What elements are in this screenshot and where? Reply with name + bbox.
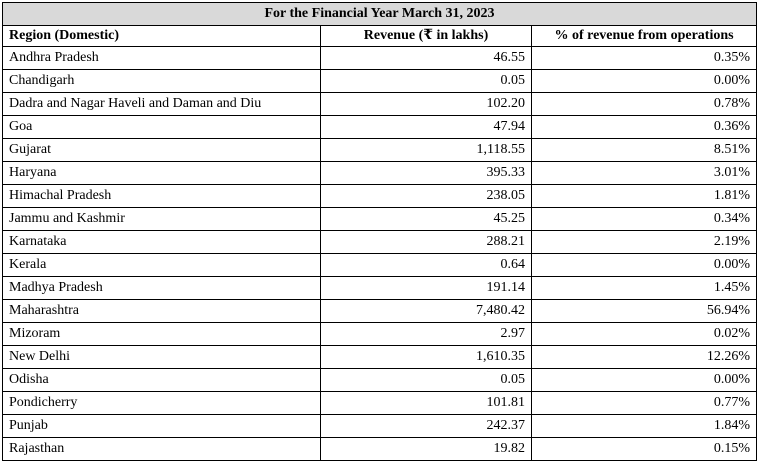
revenue-cell: 0.64 <box>320 253 532 277</box>
column-header-percent: % of revenue from operations <box>530 25 758 47</box>
region-cell: Dadra and Nagar Haveli and Daman and Diu <box>2 92 321 116</box>
table-row: Gujarat 1,118.55 8.51% <box>2 138 758 162</box>
region-cell: Pondicherry <box>2 391 321 415</box>
table-row: Maharashtra 7,480.42 56.94% <box>2 299 758 323</box>
revenue-cell: 46.55 <box>320 46 532 70</box>
table-row: Goa 47.94 0.36% <box>2 115 758 139</box>
percent-cell: 0.00% <box>530 69 758 93</box>
percent-cell: 56.94% <box>530 299 758 323</box>
percent-cell: 1.84% <box>530 414 758 438</box>
region-cell: Jammu and Kashmir <box>2 207 321 231</box>
table-row: Pondicherry 101.81 0.77% <box>2 391 758 415</box>
revenue-cell: 0.05 <box>320 368 532 392</box>
table-row: Jammu and Kashmir 45.25 0.34% <box>2 207 758 231</box>
revenue-cell: 19.82 <box>320 437 532 461</box>
revenue-cell: 2.97 <box>320 322 532 346</box>
percent-cell: 8.51% <box>530 138 758 162</box>
percent-cell: 0.34% <box>530 207 758 231</box>
table-caption-row: For the Financial Year March 31, 2023 <box>1 2 758 26</box>
region-cell: Rajasthan <box>2 437 321 461</box>
revenue-cell: 102.20 <box>320 92 532 116</box>
region-cell: Odisha <box>2 368 321 392</box>
region-cell: Chandigarh <box>2 69 321 93</box>
revenue-cell: 1,118.55 <box>320 138 532 162</box>
table-row: Haryana 395.33 3.01% <box>2 161 758 185</box>
percent-cell: 3.01% <box>530 161 758 185</box>
percent-cell: 1.45% <box>530 276 758 300</box>
percent-cell: 0.00% <box>530 368 758 392</box>
table-row: Madhya Pradesh 191.14 1.45% <box>2 276 758 300</box>
table-row: Himachal Pradesh 238.05 1.81% <box>2 184 758 208</box>
percent-cell: 0.02% <box>530 322 758 346</box>
region-cell: Haryana <box>2 161 321 185</box>
revenue-cell: 1,610.35 <box>320 345 532 369</box>
region-cell: Maharashtra <box>2 299 321 323</box>
percent-cell: 0.15% <box>530 437 758 461</box>
revenue-cell: 45.25 <box>320 207 532 231</box>
percent-cell: 0.35% <box>530 46 758 70</box>
table-row: Rajasthan 19.82 0.15% <box>2 437 758 461</box>
region-cell: Gujarat <box>2 138 321 162</box>
table-row: Dadra and Nagar Haveli and Daman and Diu… <box>2 92 758 116</box>
region-cell: Punjab <box>2 414 321 438</box>
revenue-cell: 47.94 <box>320 115 532 139</box>
region-cell: Goa <box>2 115 321 139</box>
revenue-cell: 191.14 <box>320 276 532 300</box>
region-cell: Mizoram <box>2 322 321 346</box>
table-row: Karnataka 288.21 2.19% <box>2 230 758 254</box>
region-cell: Karnataka <box>2 230 321 254</box>
region-cell: New Delhi <box>2 345 321 369</box>
table-row: Punjab 242.37 1.84% <box>2 414 758 438</box>
revenue-cell: 238.05 <box>320 184 532 208</box>
table-header-row: Region (Domestic) Revenue (₹ in lakhs) %… <box>2 25 758 47</box>
revenue-cell: 101.81 <box>320 391 532 415</box>
percent-cell: 1.81% <box>530 184 758 208</box>
revenue-cell: 0.05 <box>320 69 532 93</box>
region-cell: Madhya Pradesh <box>2 276 321 300</box>
table-row: Mizoram 2.97 0.02% <box>2 322 758 346</box>
revenue-cell: 288.21 <box>320 230 532 254</box>
percent-cell: 0.00% <box>530 253 758 277</box>
column-header-revenue: Revenue (₹ in lakhs) <box>320 25 532 47</box>
percent-cell: 0.36% <box>530 115 758 139</box>
revenue-cell: 242.37 <box>320 414 532 438</box>
region-cell: Andhra Pradesh <box>2 46 321 70</box>
percent-cell: 2.19% <box>530 230 758 254</box>
percent-cell: 0.78% <box>530 92 758 116</box>
table-row: Kerala 0.64 0.00% <box>2 253 758 277</box>
region-cell: Himachal Pradesh <box>2 184 321 208</box>
table-row: Chandigarh 0.05 0.00% <box>2 69 758 93</box>
region-cell: Kerala <box>2 253 321 277</box>
table-row: New Delhi 1,610.35 12.26% <box>2 345 758 369</box>
percent-cell: 12.26% <box>530 345 758 369</box>
column-header-region: Region (Domestic) <box>2 25 321 47</box>
table-row: Odisha 0.05 0.00% <box>2 368 758 392</box>
revenue-cell: 395.33 <box>320 161 532 185</box>
revenue-cell: 7,480.42 <box>320 299 532 323</box>
table-caption: For the Financial Year March 31, 2023 <box>1 2 758 26</box>
table-body: Andhra Pradesh 46.55 0.35% Chandigarh 0.05 0.… <box>2 46 758 461</box>
percent-cell: 0.77% <box>530 391 758 415</box>
table-row: Andhra Pradesh 46.55 0.35% <box>2 46 758 70</box>
